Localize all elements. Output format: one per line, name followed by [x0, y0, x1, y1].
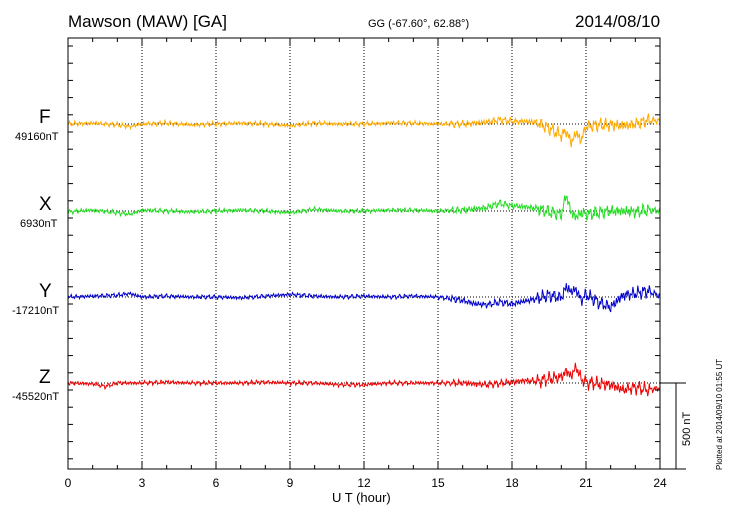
baseline-label-Z: -45520nT: [12, 391, 60, 403]
baseline-label-F: 49160nT: [15, 131, 59, 143]
series-line-Y: [67, 283, 661, 313]
x-tick-label-15: 15: [431, 476, 445, 490]
x-tick-label-18: 18: [505, 476, 519, 490]
series-label-Y: Y: [39, 281, 52, 302]
plot-date: 2014/08/10: [575, 12, 661, 31]
x-tick-label-0: 0: [65, 476, 72, 490]
x-axis-label: U T (hour): [332, 490, 391, 505]
x-tick-label-12: 12: [357, 476, 371, 490]
station-title: Mawson (MAW) [GA]: [68, 12, 227, 31]
series-label-F: F: [39, 107, 51, 128]
scale-bar-label: 500 nT: [681, 411, 693, 446]
series-line-X: [67, 195, 661, 222]
x-tick-label-21: 21: [579, 476, 593, 490]
station-coordinates: GG (-67.60°, 62.88°): [368, 18, 470, 30]
series-label-X: X: [39, 194, 52, 215]
series-label-Z: Z: [39, 367, 51, 388]
baseline-label-X: 6930nT: [20, 218, 58, 230]
plotted-timestamp: Plotted at 2014/09/10 01:55 UT: [715, 358, 724, 470]
x-tick-label-3: 3: [139, 476, 146, 490]
x-tick-label-6: 6: [213, 476, 220, 490]
x-tick-label-9: 9: [287, 476, 294, 490]
baseline-label-Y: -17210nT: [12, 305, 60, 317]
series-line-Z: [67, 362, 661, 397]
x-tick-label-24: 24: [653, 476, 667, 490]
series-line-F: [67, 113, 661, 148]
